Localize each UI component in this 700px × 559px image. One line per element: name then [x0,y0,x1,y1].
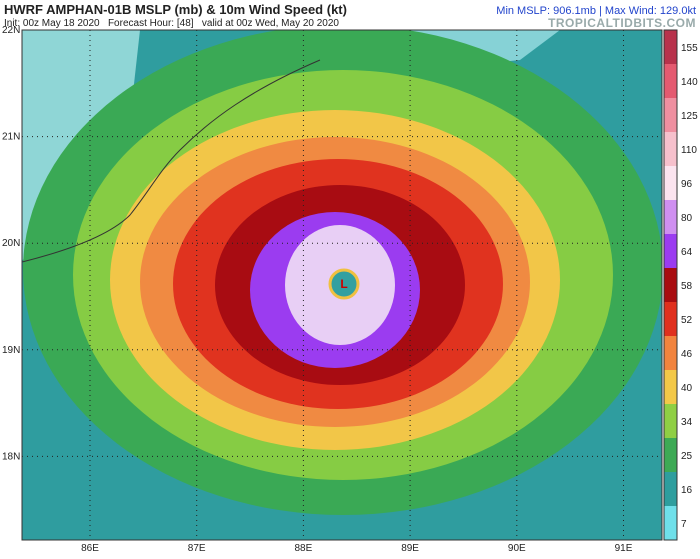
graticule [22,30,662,540]
colorbar-label: 52 [681,315,693,326]
colorbar-label: 40 [681,383,693,394]
colorbar-label: 80 [681,213,693,224]
colorbar-segment [664,302,677,336]
colorbar-label: 140 [681,77,698,88]
colorbar-segment [664,234,677,268]
lat-label: 22N [2,25,20,36]
lon-label: 86E [81,543,99,554]
lat-label: 19N [2,345,20,356]
colorbar-label: 16 [681,485,693,496]
lon-label: 91E [615,543,633,554]
source: TROPICALTIDBITS.COM [548,16,696,30]
colorbar-label: 25 [681,451,693,462]
colorbar-segment [664,200,677,234]
low-center: L [340,277,347,291]
colorbar-segment [664,30,677,64]
colorbar: 155 140 125 110 96 80 64 58 52 46 40 34 25 16 7 [663,29,698,541]
colorbar-label: 64 [681,247,693,258]
map: L [22,30,662,540]
stats: Min MSLP: 906.1mb | Max Wind: 129.0kt [496,5,696,17]
lon-label: 87E [188,543,206,554]
lat-label: 18N [2,451,20,462]
colorbar-segment [664,404,677,438]
eye [328,268,360,300]
colorbar-segment [664,268,677,302]
lon-label: 90E [508,543,526,554]
colorbar-label: 46 [681,349,693,360]
title: HWRF AMPHAN-01B MSLP (mb) & 10m Wind Spe… [4,2,347,17]
lat-label: 20N [2,238,20,249]
colorbar-segment [664,64,677,98]
colorbar-label: 7 [681,519,687,530]
colorbar-segment [664,370,677,404]
subtitle: Init: 00z May 18 2020 Forecast Hour: [48… [4,18,339,29]
colorbar-segment [664,506,677,540]
colorbar-label: 110 [681,145,697,156]
lat-label: 21N [2,132,20,143]
colorbar-label: 125 [681,111,698,122]
coastline [22,59,321,263]
colorbar-label: 155 [681,43,698,54]
colorbar-segment [664,132,677,166]
colorbar-label: 34 [681,417,693,428]
colorbar-segment [664,166,677,200]
colorbar-segment [664,98,677,132]
colorbar-segment [664,336,677,370]
colorbar-label: 58 [681,281,693,292]
colorbar-segment [664,438,677,472]
lon-label: 88E [295,543,313,554]
map-frame [21,29,663,541]
colorbar-segment [664,472,677,506]
colorbar-label: 96 [681,179,693,190]
lon-label: 89E [401,543,419,554]
colorbar-frame [663,29,678,541]
